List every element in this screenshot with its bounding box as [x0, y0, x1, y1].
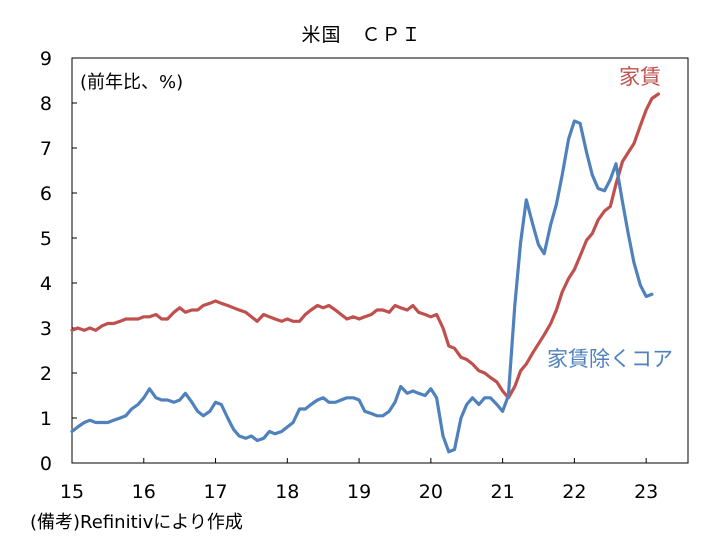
y-tick-label: 6 [40, 183, 52, 205]
y-tick-label: 8 [40, 93, 52, 115]
x-tick-label: 20 [419, 481, 443, 503]
series-line-core-ex-rent [70, 119, 654, 454]
x-tick-label: 23 [634, 481, 658, 503]
y-tick-label: 3 [40, 318, 52, 340]
x-tick-label: 21 [491, 481, 515, 503]
chart-title: 米国 ＣＰＩ [301, 24, 422, 46]
y-tick-label: 2 [40, 363, 52, 385]
y-tick-label: 5 [40, 228, 52, 250]
y-tick-label: 4 [40, 273, 52, 295]
y-tick-label: 0 [40, 453, 52, 475]
y-tick-label: 7 [40, 138, 52, 160]
x-tick-label: 15 [60, 481, 84, 503]
source-note: (備考)Refinitivにより作成 [30, 512, 243, 533]
y-tick-label: 9 [40, 48, 52, 70]
plot-frame [71, 57, 689, 464]
x-tick-label: 17 [203, 481, 227, 503]
series-line-rent [70, 92, 660, 400]
series-label-core-ex-rent: 家賃除くコア [547, 347, 673, 371]
y-unit-note: (前年比、%) [80, 72, 183, 93]
x-tick-label: 18 [275, 481, 299, 503]
y-tick-label: 1 [40, 408, 52, 430]
series-label-rent: 家賃 [619, 65, 661, 89]
x-tick-label: 19 [347, 481, 371, 503]
x-tick-label: 22 [562, 481, 586, 503]
x-tick-label: 16 [132, 481, 156, 503]
